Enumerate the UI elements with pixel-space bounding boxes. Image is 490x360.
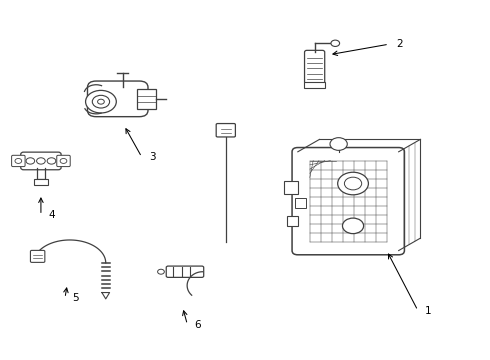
- FancyBboxPatch shape: [30, 251, 45, 262]
- Text: 1: 1: [425, 306, 432, 315]
- Text: 5: 5: [72, 293, 79, 303]
- Circle shape: [60, 158, 67, 163]
- Bar: [287, 216, 298, 226]
- Circle shape: [158, 269, 164, 274]
- Bar: [34, 179, 48, 185]
- FancyBboxPatch shape: [166, 266, 204, 277]
- Circle shape: [343, 218, 364, 234]
- Circle shape: [98, 99, 104, 104]
- Text: 6: 6: [195, 320, 201, 330]
- FancyBboxPatch shape: [216, 123, 235, 137]
- Text: 3: 3: [149, 152, 156, 162]
- Bar: [137, 89, 156, 109]
- Circle shape: [86, 90, 116, 113]
- Circle shape: [344, 177, 362, 190]
- FancyBboxPatch shape: [57, 155, 70, 167]
- Bar: [284, 181, 298, 194]
- Bar: [295, 198, 306, 208]
- Circle shape: [331, 40, 340, 46]
- FancyBboxPatch shape: [292, 148, 404, 255]
- Circle shape: [338, 172, 368, 195]
- Circle shape: [92, 95, 110, 108]
- Text: 2: 2: [396, 39, 403, 49]
- Circle shape: [330, 138, 347, 150]
- Circle shape: [26, 158, 35, 164]
- Bar: [304, 82, 325, 88]
- FancyBboxPatch shape: [88, 81, 148, 117]
- FancyBboxPatch shape: [305, 50, 325, 84]
- Circle shape: [37, 158, 45, 164]
- Circle shape: [47, 158, 56, 164]
- Circle shape: [15, 158, 22, 163]
- FancyBboxPatch shape: [12, 155, 25, 167]
- Text: 4: 4: [48, 210, 55, 220]
- FancyBboxPatch shape: [21, 152, 61, 170]
